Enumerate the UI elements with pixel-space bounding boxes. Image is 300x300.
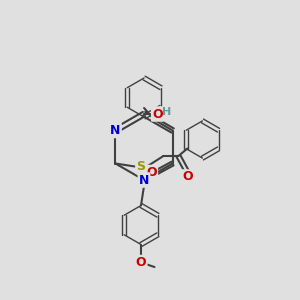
Text: H: H	[163, 106, 172, 117]
Text: N: N	[139, 173, 149, 187]
Text: O: O	[146, 166, 157, 179]
Text: O: O	[182, 170, 193, 184]
Text: S: S	[136, 160, 146, 173]
Text: O: O	[136, 256, 146, 269]
Text: N: N	[110, 124, 121, 137]
Text: O: O	[152, 107, 163, 121]
